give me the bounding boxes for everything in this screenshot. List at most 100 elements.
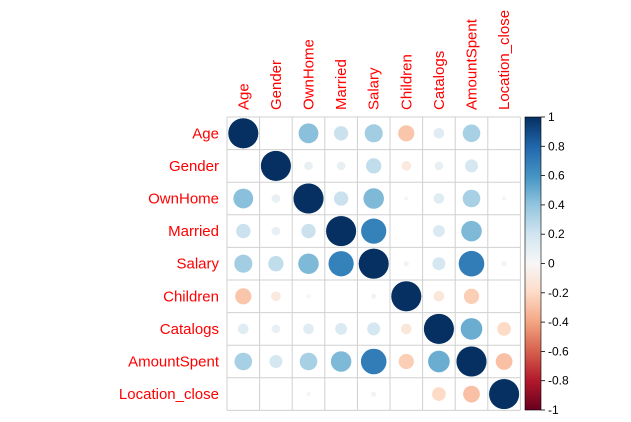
corr-circle-Age-Age bbox=[227, 117, 259, 149]
row-label: Catalogs bbox=[160, 321, 219, 338]
corr-circle-Gender-Married bbox=[336, 161, 346, 171]
corr-circle-AmountSpent-Children bbox=[398, 353, 414, 370]
corr-circle-Children-Catalogs bbox=[433, 291, 445, 302]
colorbar-tick-label: -0.2 bbox=[548, 286, 569, 300]
corr-circle-Salary-Gender bbox=[268, 256, 284, 272]
column-label: Age bbox=[235, 83, 252, 110]
corr-circle-OwnHome-OwnHome bbox=[292, 182, 325, 215]
corr-circle-Children-Children bbox=[390, 280, 422, 312]
corr-circle-Salary-OwnHome bbox=[298, 253, 319, 274]
corr-circle-AmountSpent-Salary bbox=[360, 348, 387, 375]
corr-circle-Children-AmountSpent bbox=[463, 288, 480, 304]
corr-circle-Catalogs-Gender bbox=[271, 324, 281, 334]
corr-circle-Age-OwnHome bbox=[298, 123, 319, 144]
corr-circle-Children-Age bbox=[235, 288, 252, 305]
colorbar-tick-label: 0 bbox=[548, 257, 555, 271]
corr-circle-Age-AmountSpent bbox=[462, 124, 481, 143]
row-label: AmountSpent bbox=[128, 354, 220, 371]
column-label: Salary bbox=[366, 67, 383, 110]
corr-circle-OwnHome-Age bbox=[233, 188, 254, 209]
corr-circle-Age-Salary bbox=[364, 124, 383, 143]
column-label: OwnHome bbox=[301, 39, 318, 110]
colorbar-ticks: 1 0.8 0.6 0.4 0.2 0 -0.2 -0.4 -0.6 -0.8 -1 bbox=[541, 110, 569, 417]
colorbar-tick-label: 0.6 bbox=[548, 169, 565, 183]
corr-circle-OwnHome-Catalogs bbox=[433, 193, 445, 204]
corr-circle-Gender-OwnHome bbox=[304, 161, 313, 171]
corr-circle-Gender-Children bbox=[401, 161, 412, 171]
corr-circle-Salary-Children bbox=[403, 261, 409, 267]
corr-circle-Gender-Catalogs bbox=[434, 161, 444, 171]
corr-circle-Salary-Location_close bbox=[501, 261, 507, 267]
corr-circle-Age-Married bbox=[333, 126, 349, 141]
corr-circle-OwnHome-Salary bbox=[363, 188, 384, 209]
corr-circle-Location_close-AmountSpent bbox=[463, 385, 480, 403]
corr-circle-Married-Married bbox=[325, 215, 357, 247]
grid bbox=[226, 116, 521, 411]
colorbar-tick-label: 0.8 bbox=[548, 139, 565, 153]
corr-circle-Married-AmountSpent bbox=[461, 220, 482, 242]
corr-circle-OwnHome-Children bbox=[404, 196, 409, 201]
corr-circle-Location_close-Location_close bbox=[488, 378, 520, 410]
corr-circle-AmountSpent-Married bbox=[330, 351, 352, 372]
corr-circle-OwnHome-Location_close bbox=[501, 196, 507, 201]
column-label: Location_close bbox=[496, 10, 513, 110]
row-label: Married bbox=[168, 223, 219, 240]
correlation-circles bbox=[227, 117, 520, 410]
corr-circle-OwnHome-AmountSpent bbox=[462, 189, 481, 208]
column-label: AmountSpent bbox=[464, 18, 481, 110]
corr-circle-Salary-AmountSpent bbox=[458, 250, 485, 277]
corr-circle-Catalogs-Age bbox=[238, 323, 249, 335]
corr-circle-Children-Gender bbox=[271, 291, 281, 302]
colorbar-tick-label: -0.4 bbox=[548, 315, 569, 329]
colorbar-tick-label: -0.8 bbox=[548, 374, 569, 388]
corr-circle-AmountSpent-Age bbox=[234, 352, 253, 371]
corr-circle-AmountSpent-AmountSpent bbox=[455, 345, 488, 378]
row-label: Age bbox=[192, 125, 219, 142]
column-labels: Age Gender OwnHome Married Salary Children Cat… bbox=[235, 10, 513, 110]
row-label: Salary bbox=[176, 256, 219, 273]
colorbar-tick-label: -0.6 bbox=[548, 344, 569, 358]
corr-circle-Gender-Salary bbox=[366, 158, 382, 174]
corr-circle-Married-OwnHome bbox=[301, 223, 316, 239]
corr-circle-Married-Gender bbox=[271, 226, 281, 236]
corr-circle-Location_close-Salary bbox=[371, 391, 377, 397]
corr-circle-Catalogs-Location_close bbox=[497, 322, 511, 336]
colorbar: 1 0.8 0.6 0.4 0.2 0 -0.2 -0.4 -0.6 -0.8 -1 bbox=[524, 110, 569, 417]
corr-circle-AmountSpent-Catalogs bbox=[428, 350, 450, 373]
row-label: OwnHome bbox=[148, 191, 219, 208]
corr-circle-Salary-Age bbox=[234, 254, 253, 273]
corr-circle-Married-Salary bbox=[361, 218, 387, 244]
corr-circle-Age-Children bbox=[398, 125, 415, 142]
column-label: Gender bbox=[268, 60, 285, 110]
corr-circle-Location_close-OwnHome bbox=[306, 391, 311, 397]
corr-circle-Catalogs-Children bbox=[401, 323, 412, 335]
corr-circle-Gender-AmountSpent bbox=[465, 159, 478, 173]
corr-circle-AmountSpent-OwnHome bbox=[299, 352, 318, 371]
colorbar-tick-label: -1 bbox=[548, 403, 559, 417]
colorbar-tick-label: 1 bbox=[548, 110, 555, 124]
column-label: Catalogs bbox=[431, 51, 448, 110]
corr-circle-Catalogs-Married bbox=[335, 322, 348, 335]
corr-circle-Married-Catalogs bbox=[432, 225, 445, 238]
corr-circle-Catalogs-Catalogs bbox=[423, 313, 455, 345]
corr-circle-AmountSpent-Location_close bbox=[495, 353, 513, 370]
colorbar-tick-label: 0.4 bbox=[548, 198, 565, 212]
corr-circle-Location_close-Catalogs bbox=[432, 387, 446, 401]
corr-circle-Children-OwnHome bbox=[306, 294, 311, 299]
corr-circle-AmountSpent-Gender bbox=[269, 355, 283, 368]
column-label: Married bbox=[333, 59, 350, 110]
corr-circle-Gender-Gender bbox=[260, 150, 292, 182]
colorbar-tick-label: 0.2 bbox=[548, 227, 565, 241]
corr-circle-Children-Salary bbox=[371, 293, 377, 299]
corr-circle-OwnHome-Gender bbox=[271, 194, 281, 203]
row-label: Children bbox=[163, 288, 219, 305]
corr-circle-Salary-Salary bbox=[358, 248, 390, 280]
corr-circle-Age-Catalogs bbox=[433, 128, 445, 139]
row-label: Gender bbox=[169, 158, 219, 175]
corr-circle-Married-Age bbox=[236, 223, 251, 239]
corr-circle-Salary-Married bbox=[328, 251, 354, 277]
corr-circle-Salary-Catalogs bbox=[432, 257, 446, 271]
corr-circle-Catalogs-AmountSpent bbox=[460, 318, 483, 340]
corr-circle-Catalogs-Salary bbox=[367, 322, 381, 336]
